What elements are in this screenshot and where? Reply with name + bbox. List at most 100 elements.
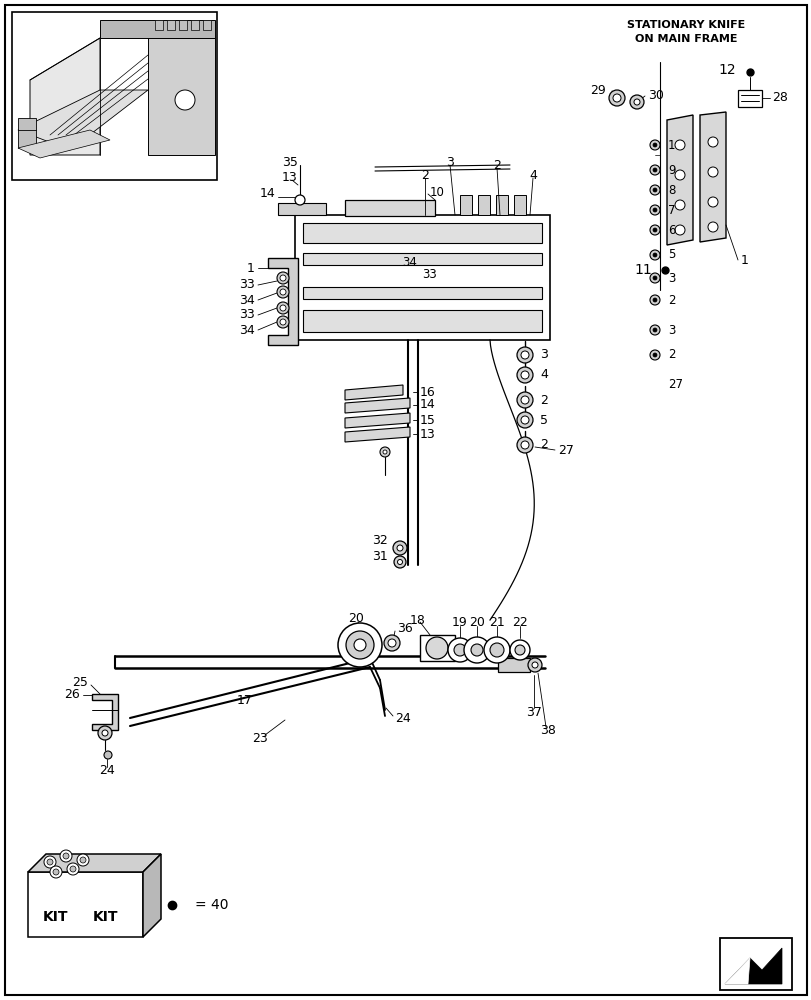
- Circle shape: [649, 205, 659, 215]
- Text: = 40: = 40: [195, 898, 228, 912]
- Text: 2: 2: [667, 349, 675, 361]
- Text: 38: 38: [539, 723, 556, 736]
- Circle shape: [652, 168, 656, 172]
- Circle shape: [517, 367, 532, 383]
- Circle shape: [77, 854, 89, 866]
- Circle shape: [517, 347, 532, 363]
- Text: 8: 8: [667, 184, 675, 197]
- Circle shape: [337, 623, 381, 667]
- Circle shape: [652, 276, 656, 280]
- Text: 6: 6: [667, 224, 675, 237]
- Circle shape: [63, 853, 69, 859]
- Circle shape: [280, 305, 285, 311]
- Circle shape: [649, 225, 659, 235]
- Text: 4: 4: [529, 169, 536, 182]
- Bar: [419, 635, 454, 661]
- Circle shape: [67, 863, 79, 875]
- Polygon shape: [460, 195, 471, 215]
- Text: 20: 20: [348, 611, 363, 624]
- Circle shape: [277, 302, 289, 314]
- Text: 22: 22: [512, 615, 527, 628]
- Text: 37: 37: [526, 706, 541, 718]
- Bar: [303, 287, 541, 299]
- Circle shape: [47, 859, 53, 865]
- Text: 34: 34: [239, 294, 255, 306]
- Text: 3: 3: [667, 271, 675, 284]
- Circle shape: [509, 640, 530, 660]
- Circle shape: [60, 850, 72, 862]
- Text: 33: 33: [422, 268, 437, 282]
- Text: 10: 10: [430, 186, 444, 199]
- Text: 7: 7: [667, 204, 675, 217]
- Text: 4: 4: [539, 368, 547, 381]
- Circle shape: [649, 273, 659, 283]
- Circle shape: [521, 396, 528, 404]
- Circle shape: [345, 631, 374, 659]
- Bar: [303, 310, 541, 332]
- Polygon shape: [92, 694, 118, 730]
- Text: 1: 1: [740, 253, 748, 266]
- Text: 32: 32: [371, 534, 388, 546]
- Text: 23: 23: [251, 731, 268, 744]
- Text: 11: 11: [633, 263, 651, 277]
- Polygon shape: [345, 413, 410, 428]
- Text: 1: 1: [667, 139, 675, 152]
- Polygon shape: [143, 854, 161, 937]
- Text: 26: 26: [64, 688, 80, 702]
- Circle shape: [652, 298, 656, 302]
- Circle shape: [527, 658, 541, 672]
- Circle shape: [608, 90, 624, 106]
- Polygon shape: [18, 90, 148, 150]
- Text: 5: 5: [667, 248, 675, 261]
- Circle shape: [521, 416, 528, 424]
- Text: 15: 15: [419, 414, 436, 426]
- Circle shape: [652, 353, 656, 357]
- Circle shape: [707, 137, 717, 147]
- Bar: [719, 938, 791, 990]
- Circle shape: [277, 272, 289, 284]
- Text: 34: 34: [402, 255, 417, 268]
- Text: 13: 13: [281, 171, 298, 184]
- Circle shape: [652, 253, 656, 257]
- Polygon shape: [18, 130, 109, 158]
- Circle shape: [70, 866, 76, 872]
- Polygon shape: [28, 854, 161, 872]
- Circle shape: [707, 167, 717, 177]
- Circle shape: [521, 371, 528, 379]
- Text: 3: 3: [667, 324, 675, 336]
- Circle shape: [649, 250, 659, 260]
- Text: 5: 5: [539, 414, 547, 426]
- Text: 28: 28: [771, 91, 787, 104]
- Bar: [345, 200, 435, 216]
- Polygon shape: [30, 38, 100, 155]
- Text: 25: 25: [72, 676, 88, 690]
- Text: 34: 34: [239, 324, 255, 336]
- Polygon shape: [268, 258, 298, 345]
- Text: 31: 31: [371, 550, 388, 564]
- Circle shape: [633, 99, 639, 105]
- Text: 9: 9: [667, 164, 675, 177]
- Circle shape: [612, 94, 620, 102]
- Text: 2: 2: [539, 393, 547, 406]
- Circle shape: [649, 325, 659, 335]
- Text: 29: 29: [590, 84, 605, 97]
- Text: KIT: KIT: [43, 910, 69, 924]
- Text: 21: 21: [488, 615, 504, 628]
- Bar: [18, 118, 36, 148]
- Circle shape: [652, 208, 656, 212]
- Bar: [294, 215, 549, 340]
- Circle shape: [521, 441, 528, 449]
- Bar: [277, 203, 325, 215]
- Polygon shape: [666, 115, 692, 245]
- Bar: [303, 253, 541, 265]
- Circle shape: [514, 645, 525, 655]
- Text: 2: 2: [667, 294, 675, 306]
- Circle shape: [652, 143, 656, 147]
- Circle shape: [388, 639, 396, 647]
- Bar: [191, 20, 199, 30]
- Polygon shape: [345, 398, 410, 413]
- Text: STATIONARY KNIFE
ON MAIN FRAME: STATIONARY KNIFE ON MAIN FRAME: [626, 20, 744, 44]
- Bar: [155, 20, 163, 30]
- Text: 2: 2: [492, 159, 500, 172]
- Circle shape: [463, 637, 489, 663]
